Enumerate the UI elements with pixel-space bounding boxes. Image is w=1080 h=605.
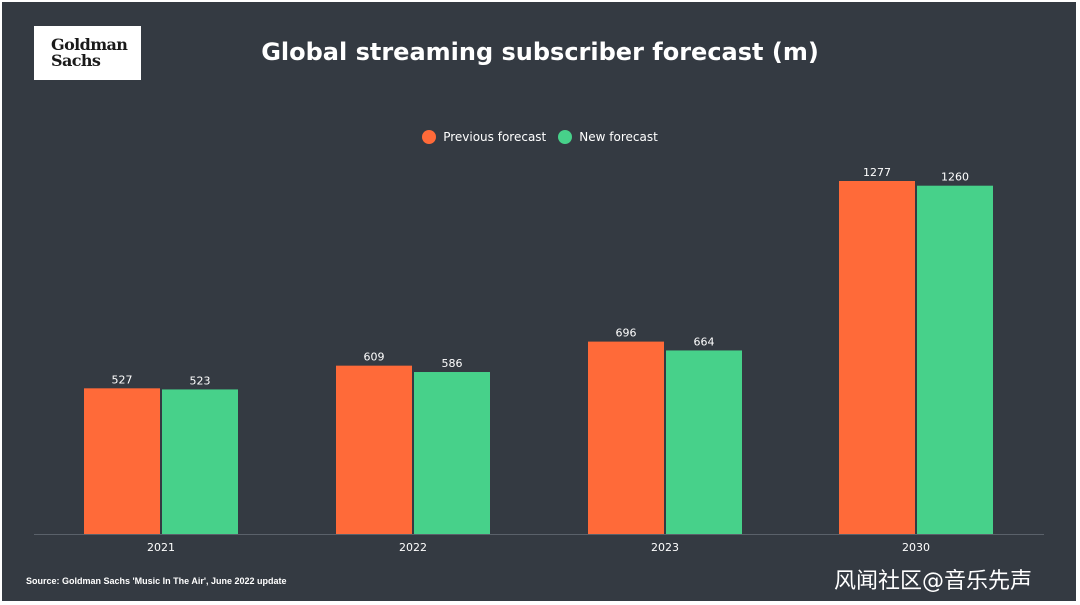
data-label-new-2030: 1260: [941, 171, 969, 184]
x-tick-label-2030: 2030: [902, 541, 930, 554]
data-label-previous-2021: 527: [112, 373, 133, 386]
bar-previous-2022: [336, 365, 412, 534]
data-label-previous-2022: 609: [364, 351, 385, 364]
bar-new-2021: [162, 389, 238, 534]
source-note: Source: Goldman Sachs 'Music In The Air'…: [26, 576, 287, 586]
legend-label-previous: Previous forecast: [443, 130, 547, 144]
bar-new-2023: [666, 350, 742, 534]
legend-swatch-previous: [422, 130, 437, 144]
bar-previous-2023: [588, 341, 664, 534]
data-label-new-2023: 664: [694, 335, 715, 348]
x-tick-label-2022: 2022: [399, 541, 427, 554]
bar-previous-2030: [839, 181, 915, 534]
logo-line-2: Sachs: [51, 51, 101, 70]
data-label-new-2021: 523: [190, 374, 211, 387]
chart-title: Global streaming subscriber forecast (m): [261, 38, 819, 66]
bar-new-2022: [414, 372, 490, 534]
bar-new-2030: [917, 185, 993, 535]
data-label-new-2022: 586: [442, 357, 463, 370]
legend-item-previous: Previous forecast: [422, 130, 546, 144]
chart-legend: Previous forecast New forecast: [0, 130, 1080, 144]
x-tick-label-2023: 2023: [651, 541, 679, 554]
data-label-previous-2023: 696: [616, 327, 637, 340]
legend-item-new: New forecast: [558, 130, 658, 144]
data-label-previous-2030: 1277: [863, 166, 891, 179]
legend-label-new: New forecast: [579, 130, 658, 144]
watermark: 风闻社区@音乐先声: [834, 569, 1033, 594]
x-tick-label-2021: 2021: [147, 541, 175, 554]
goldman-sachs-logo: Goldman Sachs: [34, 26, 141, 80]
bar-previous-2021: [84, 388, 160, 534]
logo-line-1: Goldman: [51, 35, 128, 54]
legend-swatch-new: [558, 130, 573, 144]
